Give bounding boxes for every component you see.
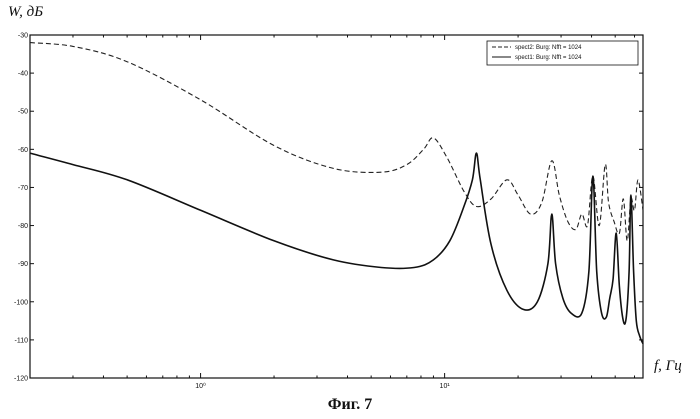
x-axis-title: f, Гц xyxy=(654,358,682,375)
y-tick-label: -60 xyxy=(18,147,28,154)
y-tick-label: -50 xyxy=(18,109,28,116)
y-tick-label: -30 xyxy=(18,33,28,40)
figure-caption: Фиг. 7 xyxy=(0,396,700,414)
series-line-2 xyxy=(30,153,643,344)
y-axis-ticks: -30 -40 -50 -60 -70 -80 -90 -100 -110 -120 xyxy=(14,33,643,383)
legend-label-2: spect1: Burg: Nfft = 1024 xyxy=(515,55,582,61)
y-tick-label: -70 xyxy=(18,185,28,192)
series-layer xyxy=(30,43,643,344)
legend-label-1: spect2: Burg: Nfft = 1024 xyxy=(515,45,582,51)
y-tick-label: -100 xyxy=(14,299,28,306)
y-tick-label: -80 xyxy=(18,223,28,230)
y-tick-label: -40 xyxy=(18,71,28,78)
y-tick-label: -90 xyxy=(18,261,28,268)
y-tick-label: -120 xyxy=(14,376,28,383)
x-tick-label: 10⁰ xyxy=(195,382,206,390)
plot-area-frame xyxy=(30,35,643,378)
x-axis-ticks: 10⁰ 10¹ xyxy=(30,35,635,390)
x-tick-label: 10¹ xyxy=(440,383,451,390)
series-line-1 xyxy=(30,43,643,241)
y-tick-label: -110 xyxy=(15,337,29,344)
legend: spect2: Burg: Nfft = 1024 spect1: Burg: N… xyxy=(487,41,638,65)
